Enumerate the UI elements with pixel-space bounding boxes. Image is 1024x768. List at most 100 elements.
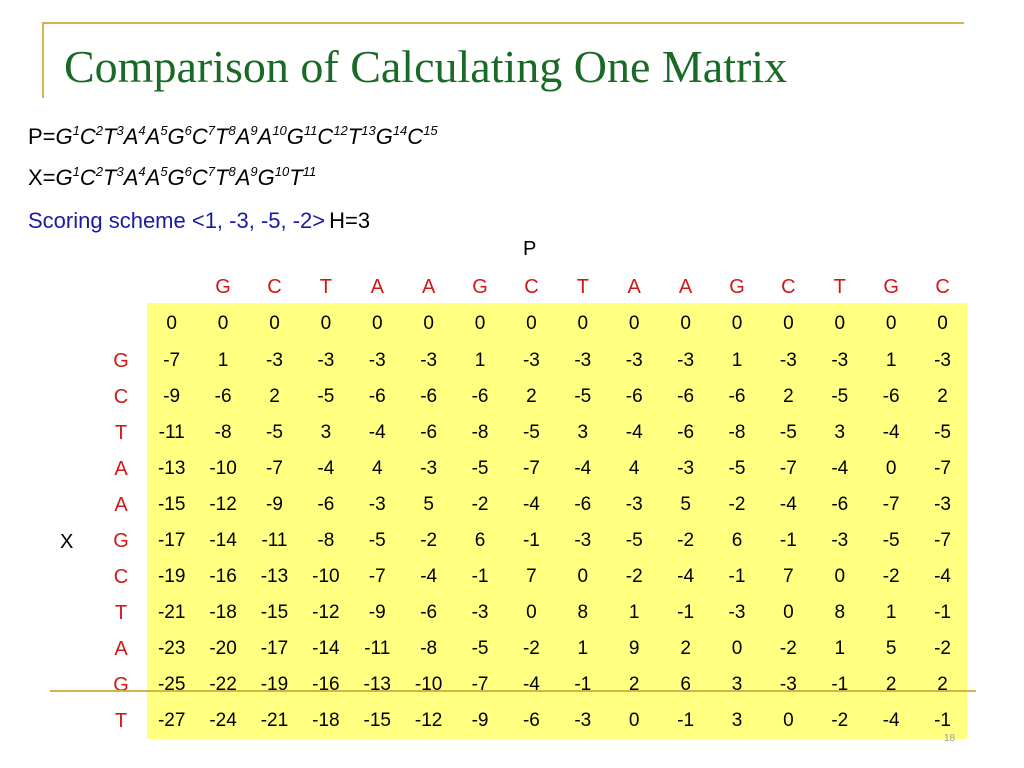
matrix-cell: -3 bbox=[266, 350, 283, 371]
matrix-cell: -14 bbox=[312, 638, 340, 659]
slide-title: Comparison of Calculating One Matrix bbox=[64, 41, 788, 92]
matrix-cell: -15 bbox=[260, 602, 289, 623]
matrix-cell: -4 bbox=[368, 422, 386, 443]
matrix-cell: -18 bbox=[312, 710, 340, 731]
matrix-cell: -7 bbox=[522, 458, 540, 479]
sequence-base: C bbox=[79, 124, 96, 149]
matrix-cell: 1 bbox=[834, 638, 846, 659]
p-sequence: G1C2T3A4A5G6C7T8A9A10G11C12T13G14C15 bbox=[56, 124, 438, 149]
row-header: C bbox=[113, 385, 129, 408]
matrix-cell: -5 bbox=[574, 386, 592, 407]
sequence-base: A bbox=[145, 165, 161, 190]
matrix-cell: -6 bbox=[317, 494, 335, 515]
sequence-base: T bbox=[215, 124, 229, 149]
matrix-cell: -3 bbox=[831, 530, 849, 551]
sequence-base: G bbox=[286, 124, 304, 149]
matrix-cell: 1 bbox=[474, 350, 486, 371]
matrix-cell: -6 bbox=[368, 386, 386, 407]
matrix-cell: -2 bbox=[625, 566, 643, 587]
matrix-cell: -3 bbox=[368, 494, 386, 515]
matrix-cell: -3 bbox=[677, 458, 695, 479]
matrix-cell: -6 bbox=[625, 386, 643, 407]
left-rule bbox=[42, 22, 44, 98]
matrix-cell: -9 bbox=[163, 386, 181, 407]
sequence-base: C bbox=[191, 124, 208, 149]
matrix-row: G -25 -22 -19 -16 -13 -10 -7 -4 -1 2 6 3 -3 -1 2 2 bbox=[96, 667, 968, 703]
column-header: G bbox=[215, 275, 231, 298]
matrix-cell: -17 bbox=[260, 638, 289, 659]
row-header: A bbox=[114, 637, 128, 660]
matrix-cell: 8 bbox=[577, 602, 589, 623]
matrix-cell: 6 bbox=[680, 674, 691, 695]
matrix-cell: 0 bbox=[526, 313, 537, 334]
matrix-cell: -3 bbox=[728, 602, 746, 623]
sequence-index: 8 bbox=[228, 164, 236, 179]
matrix-cell: 4 bbox=[628, 458, 640, 479]
column-header: C bbox=[524, 275, 539, 298]
matrix-cell: -3 bbox=[471, 602, 489, 623]
sequence-base: G bbox=[167, 165, 185, 190]
sequence-index: 5 bbox=[160, 123, 168, 138]
matrix-cell: -5 bbox=[522, 422, 540, 443]
sequence-base: C bbox=[191, 165, 208, 190]
matrix-cell: -3 bbox=[420, 458, 438, 479]
matrix-cell: 2 bbox=[783, 386, 794, 407]
matrix-row: 0 0 0 0 0 0 0 0 0 0 0 0 0 0 0 0 bbox=[96, 305, 968, 343]
matrix-cell: -13 bbox=[157, 458, 186, 479]
sequence-base: A bbox=[145, 124, 161, 149]
matrix-cell: 1 bbox=[628, 602, 640, 623]
matrix-cell: -5 bbox=[831, 386, 849, 407]
column-header: A bbox=[627, 275, 641, 298]
column-header: C bbox=[781, 275, 796, 298]
matrix-cell: 4 bbox=[371, 458, 383, 479]
matrix-cell: -9 bbox=[368, 602, 386, 623]
matrix-row: C -9 -6 2 -5 -6 -6 -6 2 -5 -6 -6 -6 2 -5 -6 2 bbox=[96, 379, 968, 415]
matrix-cell: -6 bbox=[420, 602, 438, 623]
matrix-cell: -3 bbox=[934, 494, 951, 515]
matrix-cell: -8 bbox=[317, 530, 335, 551]
matrix-row: G -7 1 -3 -3 -3 -3 1 -3 -3 -3 -3 1 -3 -3 1 -3 bbox=[96, 343, 968, 379]
sequence-index: 7 bbox=[207, 164, 216, 179]
matrix-cell: -2 bbox=[728, 494, 746, 515]
matrix-cell: -10 bbox=[312, 566, 340, 587]
matrix-cell: 2 bbox=[680, 638, 691, 659]
matrix-cell: -24 bbox=[209, 710, 237, 731]
matrix-cell: -8 bbox=[420, 638, 438, 659]
column-header: A bbox=[370, 275, 384, 298]
sequence-index: 1 bbox=[72, 123, 80, 138]
column-header: A bbox=[421, 275, 436, 298]
matrix-row: A -13 -10 -7 -4 4 -3 -5 -7 -4 4 -3 -5 -7 -4 0 -7 bbox=[96, 451, 968, 487]
column-header: C bbox=[935, 275, 950, 298]
matrix-cell: 0 bbox=[680, 313, 691, 334]
row-header: A bbox=[114, 493, 128, 516]
matrix-cell: -4 bbox=[522, 494, 540, 515]
matrix-cell: -3 bbox=[522, 350, 540, 371]
matrix-row: T -11 -8 -5 3 -4 -6 -8 -5 3 -4 -6 -8 -5 3 -4 -5 bbox=[96, 415, 968, 451]
column-header: G bbox=[883, 275, 899, 298]
matrix-cell: 0 bbox=[371, 313, 383, 334]
matrix-cell: -1 bbox=[574, 674, 592, 695]
score-matrix: G C T A A G C T A A G C T G C 0 0 0 0 0 0 0 0 0 0 0 0 0 0 0 0 G -7 1 -3 -3-… bbox=[96, 269, 968, 739]
sequence-base: T bbox=[103, 124, 117, 149]
matrix-cell: -7 bbox=[266, 458, 283, 479]
matrix-cell: -12 bbox=[312, 602, 340, 623]
matrix-cell: 0 bbox=[783, 710, 794, 731]
matrix-cell: 0 bbox=[577, 313, 589, 334]
sequence-index: 12 bbox=[333, 123, 348, 138]
matrix-cell: -19 bbox=[260, 674, 289, 695]
matrix-cell: 2 bbox=[269, 386, 280, 407]
matrix-cell: 0 bbox=[577, 566, 589, 587]
matrix-cell: -11 bbox=[364, 638, 391, 659]
matrix-cell: -14 bbox=[209, 530, 237, 551]
column-header: C bbox=[267, 275, 282, 298]
matrix-cell: -13 bbox=[363, 674, 391, 695]
matrix-cell: -3 bbox=[677, 350, 695, 371]
matrix-cell: -15 bbox=[157, 494, 186, 515]
matrix-cell: -5 bbox=[317, 386, 335, 407]
matrix-cell: -4 bbox=[934, 566, 951, 587]
matrix-cell: -17 bbox=[157, 530, 186, 551]
sequence-index: 3 bbox=[116, 164, 124, 179]
matrix-cell: -7 bbox=[163, 350, 181, 371]
matrix-cell: -16 bbox=[312, 674, 340, 695]
matrix-cell: -4 bbox=[625, 422, 643, 443]
